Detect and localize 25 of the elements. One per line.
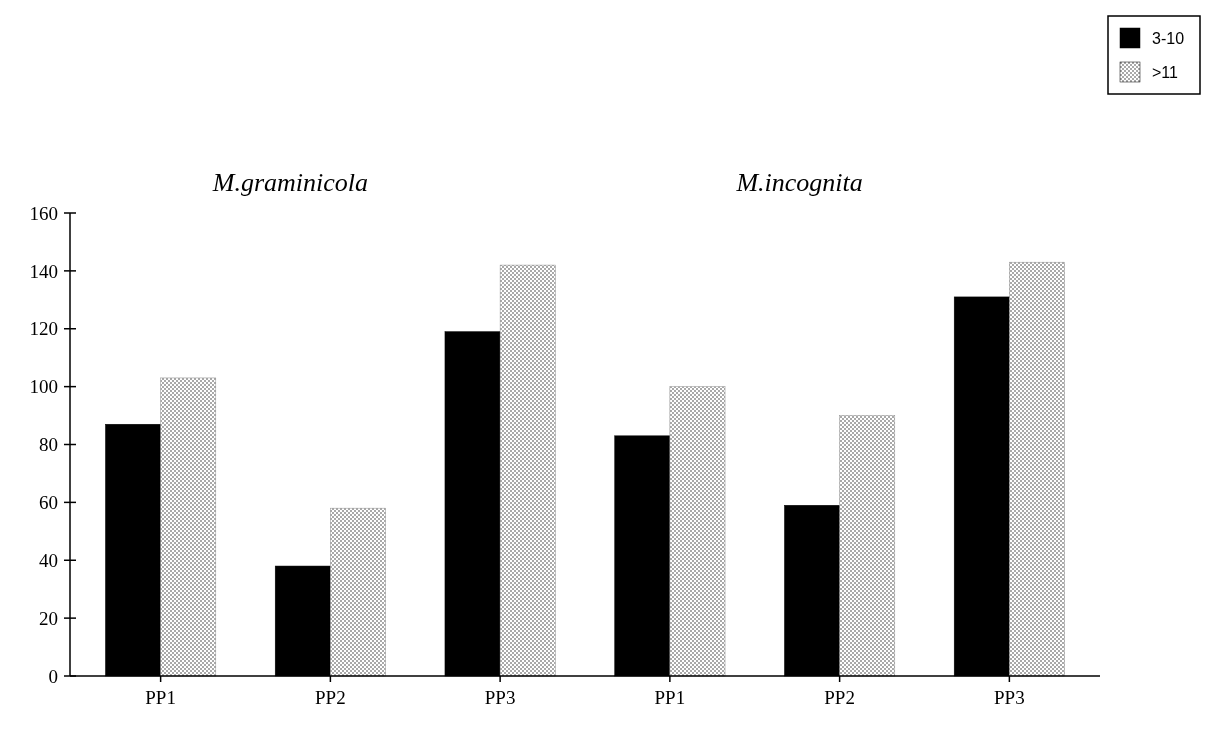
x-tick-label: PP2 [315, 687, 346, 708]
x-tick-label: PP3 [484, 687, 516, 708]
y-tick-label: 0 [48, 665, 58, 687]
y-tick-label: 140 [29, 260, 58, 282]
y-tick-label: 40 [39, 549, 58, 571]
bar [669, 386, 726, 677]
text: M.graminicola [211, 168, 369, 197]
x-tick-label: PP1 [654, 687, 686, 708]
y-tick-label: 160 [29, 202, 58, 224]
bar [499, 264, 556, 677]
legend-label: 3-10 [1152, 29, 1185, 47]
y-tick-label: 80 [39, 434, 58, 456]
y-tick-label: 20 [39, 607, 58, 629]
bar [330, 507, 386, 677]
y-tick-label: 60 [39, 492, 58, 514]
legend-label: >11 [1152, 63, 1179, 81]
x-tick-label: PP3 [994, 687, 1025, 708]
text: M.incognita [735, 168, 863, 197]
x-tick-label: PP2 [824, 687, 855, 708]
bar [1009, 261, 1065, 677]
x-tick-label: PP1 [145, 687, 176, 708]
bar [160, 377, 217, 677]
bar [839, 415, 896, 677]
y-tick-label: 100 [29, 376, 58, 398]
y-tick-label: 120 [29, 318, 58, 340]
